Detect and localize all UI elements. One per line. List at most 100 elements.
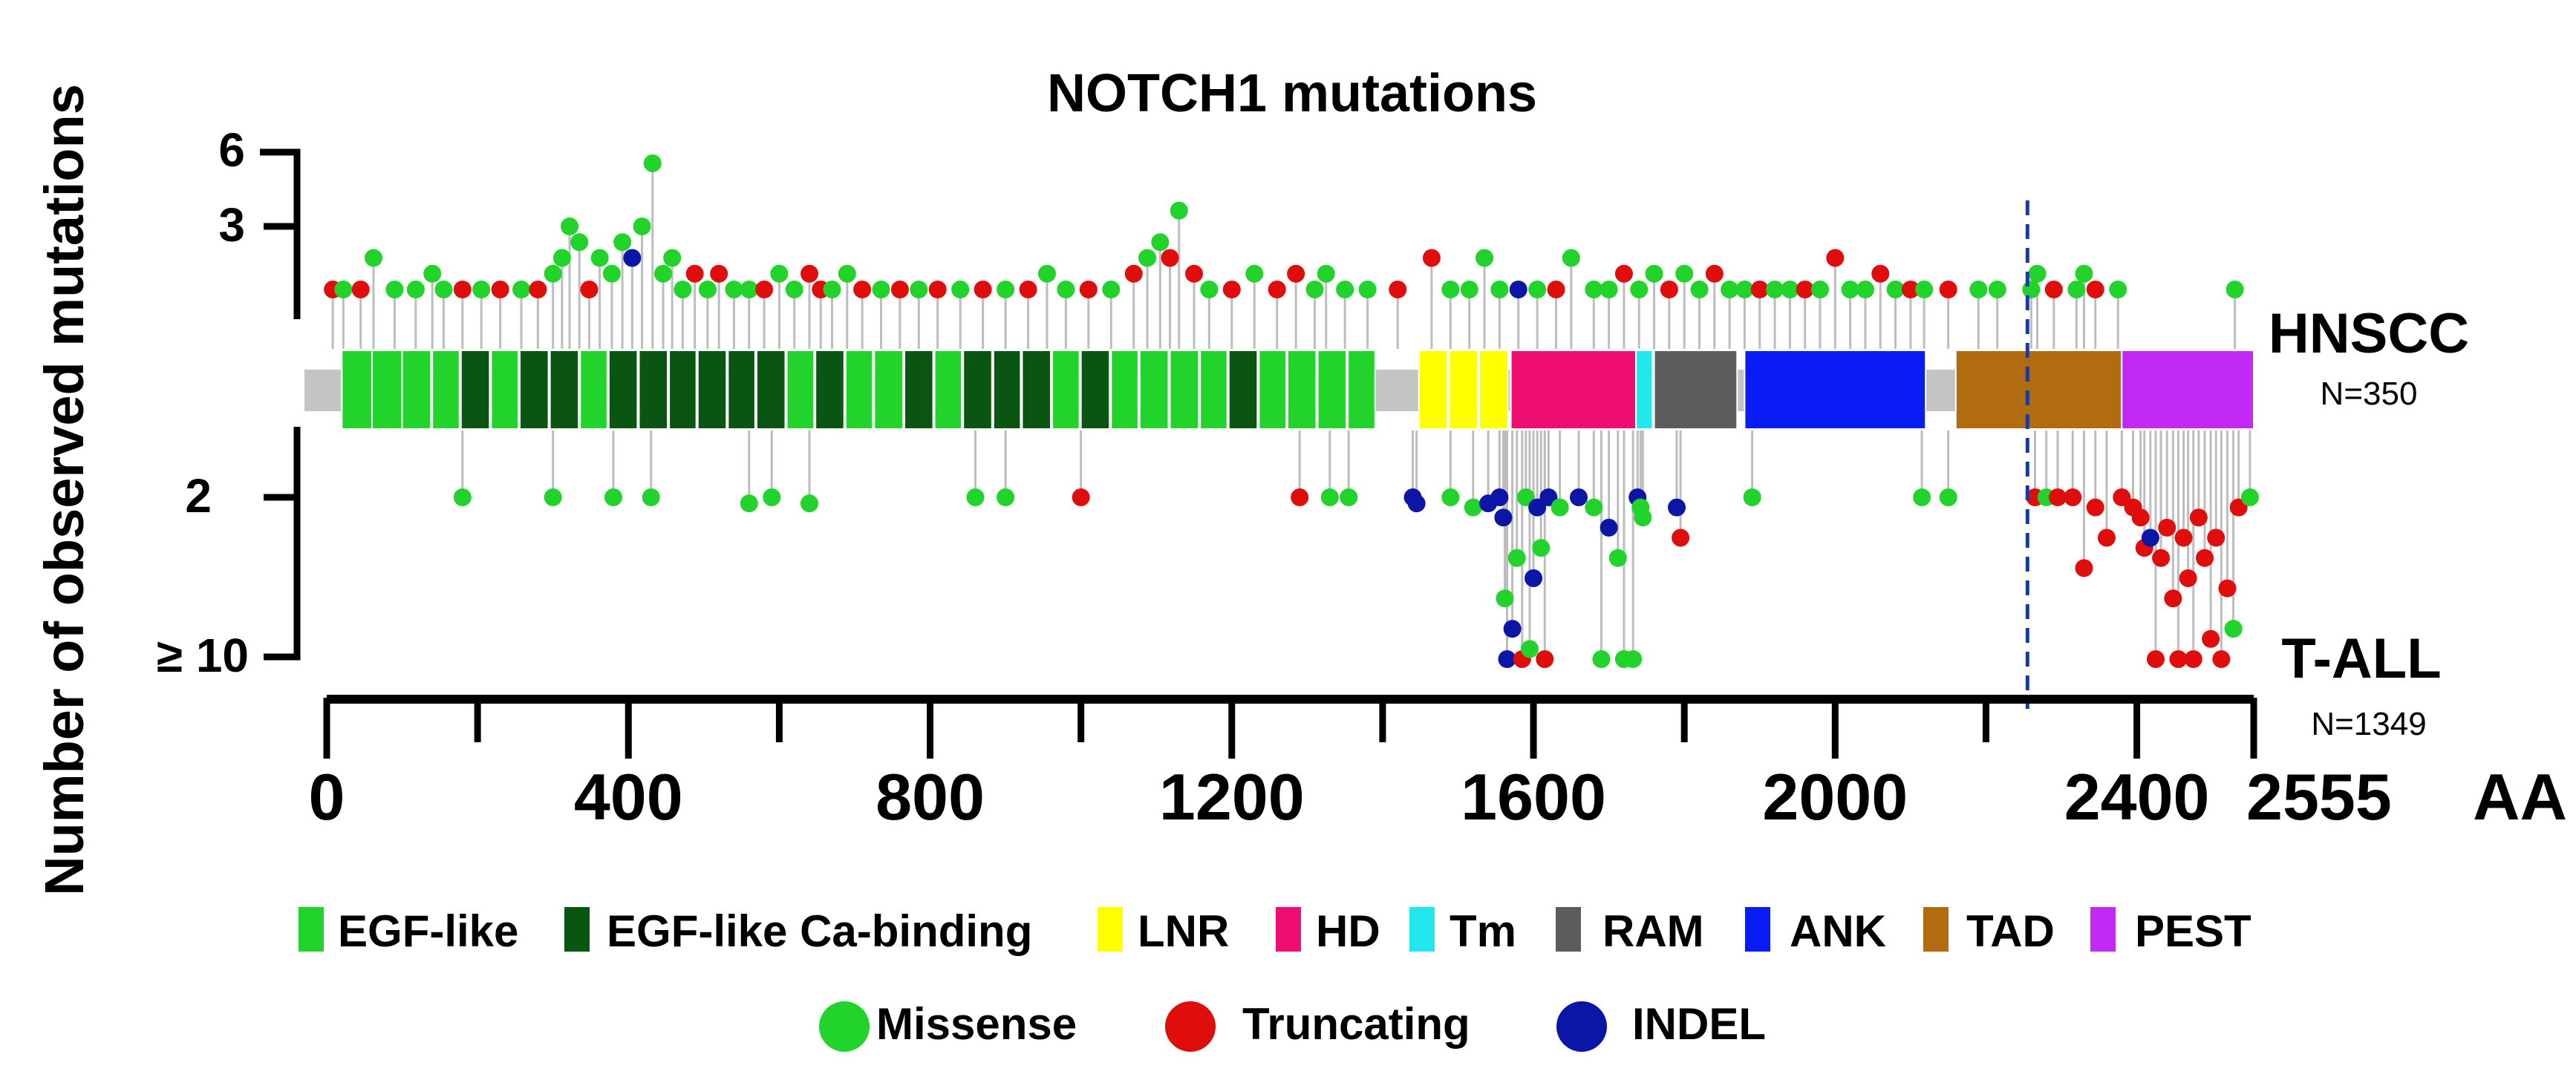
legend-dot-indel [1556, 1001, 1607, 1052]
tall-mutation-2 [604, 488, 622, 506]
tall-mutation-12 [1340, 488, 1358, 506]
x-tick-label-1600: 1600 [1461, 760, 1606, 834]
tall-mutation-10 [1291, 488, 1309, 506]
hnscc-mutation-3 [364, 249, 382, 267]
hnscc-mutation-52 [1124, 264, 1143, 283]
tall-mutation-51 [2064, 488, 2082, 506]
legend-swatch-lnr [1098, 907, 1123, 952]
domain-egf-like-8 [579, 350, 608, 430]
lower-y-axis [264, 427, 301, 661]
hnscc-mutation-109 [2109, 281, 2127, 298]
hnscc-mutation-64 [1317, 264, 1335, 283]
hnscc-mutation-42 [910, 281, 928, 298]
domain-egf-like-29 [1199, 350, 1228, 430]
hnscc-cohort-label: HNSCC [2269, 302, 2469, 365]
hnscc-mutation-95 [1856, 281, 1874, 298]
hnscc-mutation-59 [1222, 281, 1241, 298]
hnscc-mutation-57 [1185, 264, 1204, 283]
lower-y-tick-label-2: 2 [185, 469, 212, 523]
x-tick-label-2555: 2555 [2246, 760, 2392, 834]
hnscc-mutation-89 [1766, 281, 1784, 298]
domain-egf-like-ca-binding-30 [1227, 350, 1259, 430]
domain-egf-like-2 [401, 350, 432, 430]
hnscc-mutation-78 [1600, 281, 1618, 298]
hnscc-mutation-2 [351, 281, 370, 298]
hnscc-mutation-90 [1781, 281, 1799, 298]
hnscc-mutation-1 [334, 281, 353, 298]
hnscc-mutation-47 [1019, 281, 1037, 298]
hnscc-mutation-70 [1460, 281, 1478, 298]
tall-mutation-54 [2097, 528, 2116, 547]
tall-mutation-64 [2169, 650, 2188, 668]
tall-mutation-15 [1441, 488, 1460, 506]
x-tick-label-2000: 2000 [1762, 760, 1908, 834]
legend-label-truncating: Truncating [1242, 999, 1470, 1049]
hnscc-mutation-66 [1358, 281, 1377, 298]
domain-egf-like-18 [873, 350, 904, 430]
domain-egf-like-ca-binding-12 [697, 350, 728, 430]
tall-mutation-1 [544, 488, 562, 506]
hnscc-mutation-91 [1796, 281, 1814, 298]
hnscc-mutation-65 [1336, 281, 1354, 298]
hnscc-mutation-73 [1509, 281, 1527, 298]
tall-mutation-70 [2202, 629, 2220, 648]
legend-swatch-pest [2090, 907, 2116, 952]
hnscc-mutation-26 [674, 281, 692, 298]
domain-tm-39 [1635, 350, 1654, 430]
domain-legend: EGF-like EGF-like Ca-binding LNR HD Tm R… [299, 906, 2251, 956]
hnscc-mutation-34 [785, 281, 803, 298]
tall-mutation-42 [1634, 508, 1652, 527]
domain-egf-like-ca-binding-13 [727, 350, 756, 430]
upper-y-tick-label-3: 3 [218, 198, 245, 252]
hnscc-mutation-35 [800, 264, 819, 283]
tall-mutation-33 [1569, 488, 1588, 506]
hnscc-mutation-50 [1079, 281, 1098, 298]
tall-mutation-9 [1072, 488, 1090, 506]
domain-egf-like-31 [1258, 350, 1287, 430]
tall-mutation-66 [2179, 569, 2197, 587]
chart-title: NOTCH1 mutations [1047, 64, 1537, 123]
domain-egf-like-15 [786, 350, 815, 430]
hnscc-mutation-53 [1138, 249, 1157, 267]
domain-ank-41 [1744, 350, 1927, 430]
tall-mutation-62 [2158, 518, 2176, 537]
hnscc-mutation-14 [552, 249, 571, 267]
tall-mutation-69 [2195, 549, 2214, 567]
hnscc-mutation-27 [685, 264, 704, 283]
tall-mutation-7 [966, 488, 985, 506]
legend-label-ank: ANK [1790, 906, 1886, 956]
hnscc-mutation-29 [710, 264, 728, 283]
tall-mutation-6 [800, 494, 819, 513]
tall-mutation-22 [1503, 620, 1522, 638]
tall-mutation-16 [1464, 498, 1482, 517]
x-axis-unit: AA [2473, 760, 2567, 834]
domain-ram-40 [1653, 350, 1738, 430]
hnscc-mutation-103 [2022, 281, 2041, 298]
tall-stems [461, 431, 2251, 659]
hnscc-mutation-5 [406, 281, 425, 298]
x-tick-label-400: 400 [574, 760, 683, 834]
hnscc-mutation-55 [1161, 249, 1179, 267]
hnscc-mutation-7 [434, 281, 453, 298]
domain-egf-like-27 [1138, 350, 1170, 430]
tall-mutation-0 [453, 488, 472, 506]
domain-pest-43 [2121, 350, 2254, 430]
hnscc-mutation-100 [1939, 281, 1957, 298]
tall-mutation-14 [1407, 494, 1426, 513]
upper-y-axis [260, 148, 301, 319]
hnscc-mutation-39 [853, 281, 872, 298]
hnscc-mutation-81 [1645, 264, 1663, 283]
legend-label-tm: Tm [1450, 906, 1516, 956]
hnscc-mutation-33 [770, 264, 789, 283]
hnscc-mutation-44 [951, 281, 970, 298]
hnscc-mutation-102 [1988, 281, 2006, 298]
legend-dot-missense [819, 1001, 870, 1052]
domain-egf-like-3 [431, 350, 460, 430]
legend-label-lnr: LNR [1138, 906, 1229, 956]
hnscc-mutation-104 [2028, 264, 2047, 283]
tall-mutation-11 [1320, 488, 1339, 506]
tall-mutation-3 [642, 488, 660, 506]
upper-y-tick-label-6: 6 [218, 123, 245, 177]
hnscc-mutation-58 [1200, 281, 1219, 298]
hnscc-mutation-43 [928, 281, 947, 298]
